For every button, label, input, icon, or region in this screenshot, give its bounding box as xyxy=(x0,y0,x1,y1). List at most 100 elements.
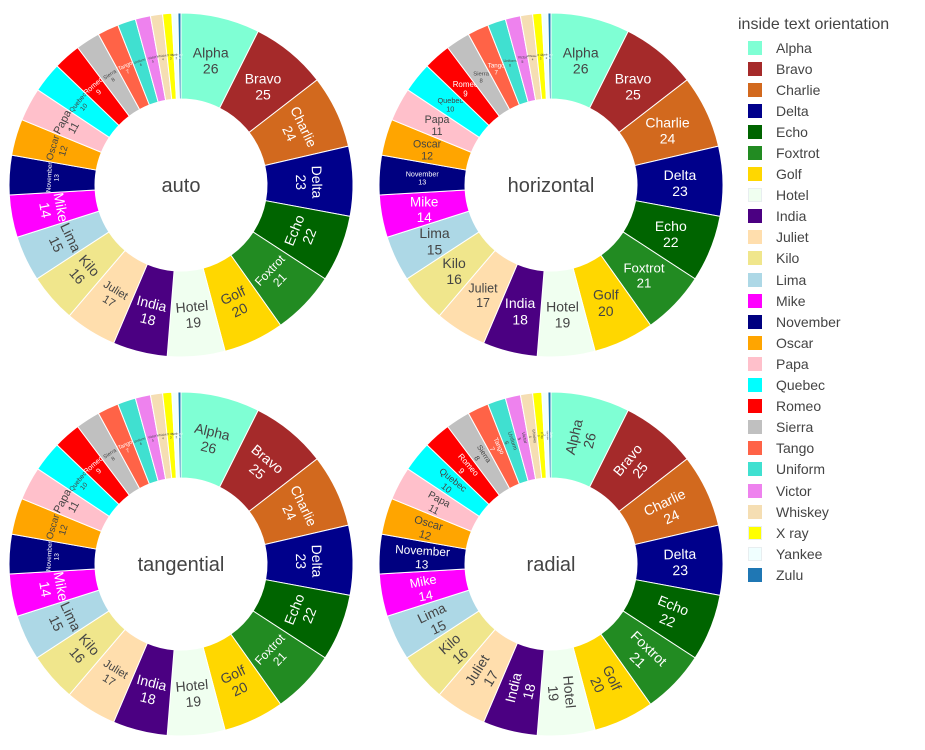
slice-label-echo-horizontal: Echo 22 xyxy=(655,218,687,250)
slice-label-uniform-tangential: Uniform6 xyxy=(133,436,147,447)
slice-label-yankee-tangential: Yankee2 xyxy=(171,431,182,439)
legend-item-echo[interactable]: Echo xyxy=(748,121,841,142)
legend-swatch xyxy=(748,546,762,561)
slice-label-mike-radial: Mike14 xyxy=(408,571,440,605)
legend-item-mike[interactable]: Mike xyxy=(748,290,841,311)
slice-label-x-ray-radial: X ray3 xyxy=(536,432,544,440)
slice-label-foxtrot-horizontal: Foxtrot 21 xyxy=(623,260,664,290)
slice-label-oscar-radial: Oscar12 xyxy=(409,514,444,546)
legend-item-delta[interactable]: Delta xyxy=(748,100,841,121)
legend-item-foxtrot[interactable]: Foxtrot xyxy=(748,142,841,163)
slice-label-tango-tangential: Tango7 xyxy=(117,440,136,458)
slice-label-victor-auto: Victor5 xyxy=(148,55,159,65)
donut-tangential: Alpha26 Bravo25Charlie24Delta23Echo22Foxt… xyxy=(8,391,354,737)
slice-label-alpha-radial: Alpha26 xyxy=(562,417,602,459)
legend-item-alpha[interactable]: Alpha xyxy=(748,37,841,58)
slice-label-november-tangential: November13 xyxy=(45,540,61,571)
legend-item-tango[interactable]: Tango xyxy=(748,438,841,459)
slice-label-india-radial: India18 xyxy=(502,671,540,708)
slice-label-tango-auto: Tango7 xyxy=(117,61,136,79)
slice-label-hotel-radial: Hotel19 xyxy=(544,675,579,710)
legend-swatch xyxy=(748,525,762,540)
legend-item-yankee[interactable]: Yankee xyxy=(748,543,841,564)
legend-item-victor[interactable]: Victor xyxy=(748,480,841,501)
legend-item-romeo[interactable]: Romeo xyxy=(748,396,841,417)
legend-swatch xyxy=(748,251,762,266)
legend-label: Hotel xyxy=(776,187,809,204)
legend-label: X ray xyxy=(776,524,809,541)
slice-zulu-radial[interactable] xyxy=(547,391,552,479)
slice-label-oscar-auto: Oscar12 xyxy=(44,133,72,164)
slice-zulu-tangential[interactable] xyxy=(177,391,182,479)
legend-item-whiskey[interactable]: Whiskey xyxy=(748,501,841,522)
legend-swatch xyxy=(748,335,762,350)
slice-label-zulu-tangential: Zulu 1 xyxy=(177,432,183,440)
slice-zulu-horizontal[interactable] xyxy=(547,12,552,100)
center-title-tangential: tangential xyxy=(138,554,225,576)
slice-label-whiskey-radial: Whiskey4 xyxy=(527,429,537,444)
legend-item-papa[interactable]: Papa xyxy=(748,353,841,374)
legend-label: Papa xyxy=(776,355,809,372)
legend-label: Romeo xyxy=(776,398,822,415)
slice-label-india-tangential: India18 xyxy=(131,671,168,709)
slice-label-kilo-horizontal: Kilo 16 xyxy=(442,255,466,287)
legend-item-zulu[interactable]: Zulu xyxy=(748,564,841,585)
slice-label-golf-radial: Golf20 xyxy=(585,663,625,700)
legend-item-quebec[interactable]: Quebec xyxy=(748,375,841,396)
slice-label-juliet-tangential: Juliet17 xyxy=(94,658,130,694)
slice-label-hotel-auto: Hotel19 xyxy=(175,297,210,332)
center-title-auto: auto xyxy=(162,175,201,197)
legend-item-lima[interactable]: Lima xyxy=(748,269,841,290)
legend-swatch xyxy=(748,103,762,118)
legend-item-oscar[interactable]: Oscar xyxy=(748,332,841,353)
slice-label-alpha-horizontal: Alpha 26 xyxy=(563,44,599,76)
legend-item-uniform[interactable]: Uniform xyxy=(748,459,841,480)
legend-item-juliet[interactable]: Juliet xyxy=(748,227,841,248)
legend-swatch xyxy=(748,462,762,477)
legend-item-x-ray[interactable]: X ray xyxy=(748,522,841,543)
slice-label-yankee-auto: Yankee2 xyxy=(171,52,182,60)
legend-label: Tango xyxy=(776,440,815,457)
legend-item-india[interactable]: India xyxy=(748,206,841,227)
legend-item-hotel[interactable]: Hotel xyxy=(748,185,841,206)
legend-swatch xyxy=(748,124,762,139)
legend-swatch xyxy=(748,293,762,308)
slice-label-delta-auto: Delta23 xyxy=(293,165,326,199)
legend-swatch xyxy=(748,356,762,371)
legend-item-bravo[interactable]: Bravo xyxy=(748,58,841,79)
legend-item-november[interactable]: November xyxy=(748,311,841,332)
legend-swatch xyxy=(748,61,762,76)
slice-label-lima-horizontal: Lima 15 xyxy=(419,225,450,257)
legend-swatch xyxy=(748,167,762,182)
slice-label-juliet-horizontal: Juliet 17 xyxy=(468,282,498,310)
slice-label-papa-horizontal: Papa 11 xyxy=(425,114,450,138)
legend-label: Sierra xyxy=(776,419,814,436)
legend-item-charlie[interactable]: Charlie xyxy=(748,79,841,100)
legend-label: Foxtrot xyxy=(776,145,820,162)
slice-label-mike-auto: Mike14 xyxy=(35,191,72,226)
slice-zulu-auto[interactable] xyxy=(177,12,182,100)
slice-label-lima-auto: Lima15 xyxy=(43,220,85,261)
legend-item-sierra[interactable]: Sierra xyxy=(748,417,841,438)
slice-label-victor-tangential: Victor5 xyxy=(148,434,159,444)
donut-radial: Alpha26Bravo25Charlie24Delta23Echo22Foxt… xyxy=(378,391,724,737)
slice-label-mike-horizontal: Mike 14 xyxy=(410,194,438,224)
legend-swatch xyxy=(748,272,762,287)
slice-label-mike-tangential: Mike14 xyxy=(35,570,72,605)
legend-label: Echo xyxy=(776,123,808,140)
legend-swatch xyxy=(748,82,762,97)
legend-title: inside text orientation xyxy=(738,16,890,33)
center-title-radial: radial xyxy=(527,554,576,576)
slice-label-tango-horizontal: Tango 7 xyxy=(488,62,505,76)
slice-label-zulu-auto: Zulu 1 xyxy=(177,53,183,61)
slice-label-india-auto: India18 xyxy=(131,292,168,330)
slice-label-quebec-horizontal: Quebec 10 xyxy=(437,96,463,113)
legend-item-golf[interactable]: Golf xyxy=(748,164,841,185)
legend-item-kilo[interactable]: Kilo xyxy=(748,248,841,269)
legend-label: Uniform xyxy=(776,461,826,478)
legend-label: Lima xyxy=(776,271,807,288)
legend-label: India xyxy=(776,208,807,225)
legend-label: Victor xyxy=(776,482,812,499)
slice-label-delta-tangential: Delta23 xyxy=(293,544,326,578)
